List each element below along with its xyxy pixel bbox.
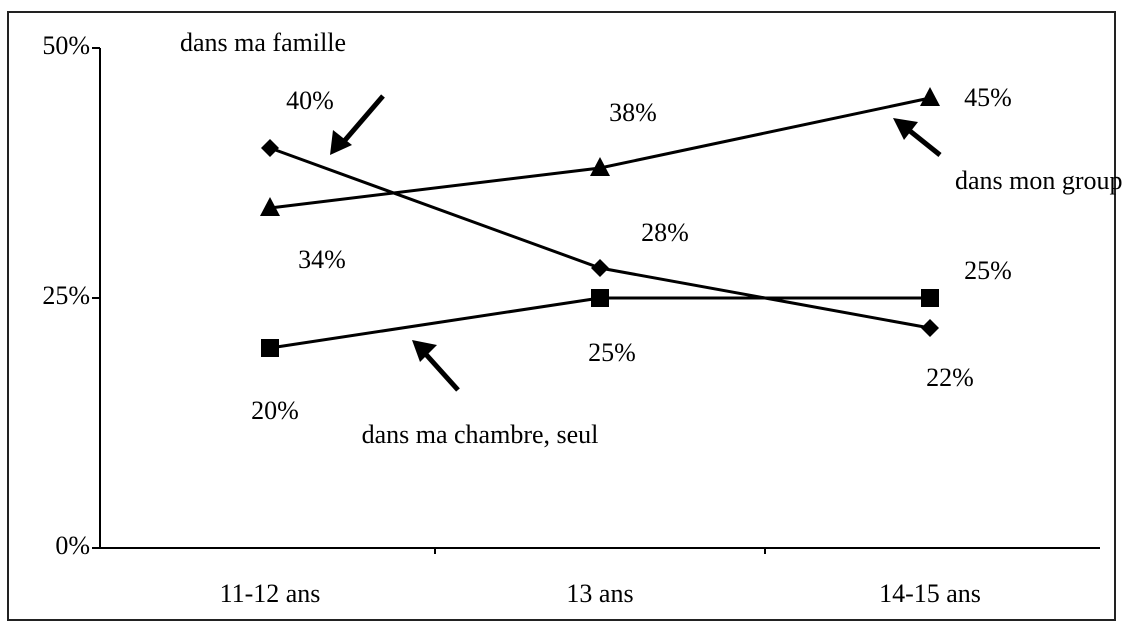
data-label: 22% bbox=[926, 363, 974, 392]
arrow-head bbox=[330, 130, 352, 155]
y-tick-label: 25% bbox=[42, 281, 90, 310]
arrow bbox=[338, 94, 385, 148]
data-label: 28% bbox=[641, 218, 689, 247]
data-label: 25% bbox=[588, 338, 636, 367]
marker bbox=[920, 87, 940, 106]
y-tick-label: 0% bbox=[55, 531, 90, 560]
marker bbox=[591, 259, 609, 277]
arrow-head bbox=[893, 118, 918, 140]
marker bbox=[261, 339, 279, 357]
marker bbox=[921, 319, 939, 337]
arrows bbox=[330, 94, 942, 392]
marker bbox=[591, 289, 609, 307]
marker bbox=[590, 157, 610, 176]
marker bbox=[921, 289, 939, 307]
arrow bbox=[903, 125, 942, 157]
x-tick-label: 11-12 ans bbox=[220, 579, 321, 608]
data-label: 38% bbox=[609, 98, 657, 127]
arrow-head bbox=[412, 340, 437, 362]
data-label: 45% bbox=[964, 83, 1012, 112]
series-name: dans mon groupe d'amis bbox=[955, 166, 1123, 195]
x-tick-label: 13 ans bbox=[566, 579, 633, 608]
data-label: 34% bbox=[298, 245, 346, 274]
arrow bbox=[420, 348, 460, 392]
frame bbox=[7, 11, 1116, 621]
data-label: 40% bbox=[286, 86, 334, 115]
data-label: 25% bbox=[964, 256, 1012, 285]
x-tick-label: 14-15 ans bbox=[879, 579, 981, 608]
y-tick-label: 50% bbox=[42, 31, 90, 60]
series-name: dans ma chambre, seul bbox=[362, 420, 599, 449]
series-name: dans ma famille bbox=[180, 28, 346, 57]
marker bbox=[261, 139, 279, 157]
marker bbox=[260, 197, 280, 216]
data-label: 20% bbox=[251, 396, 299, 425]
